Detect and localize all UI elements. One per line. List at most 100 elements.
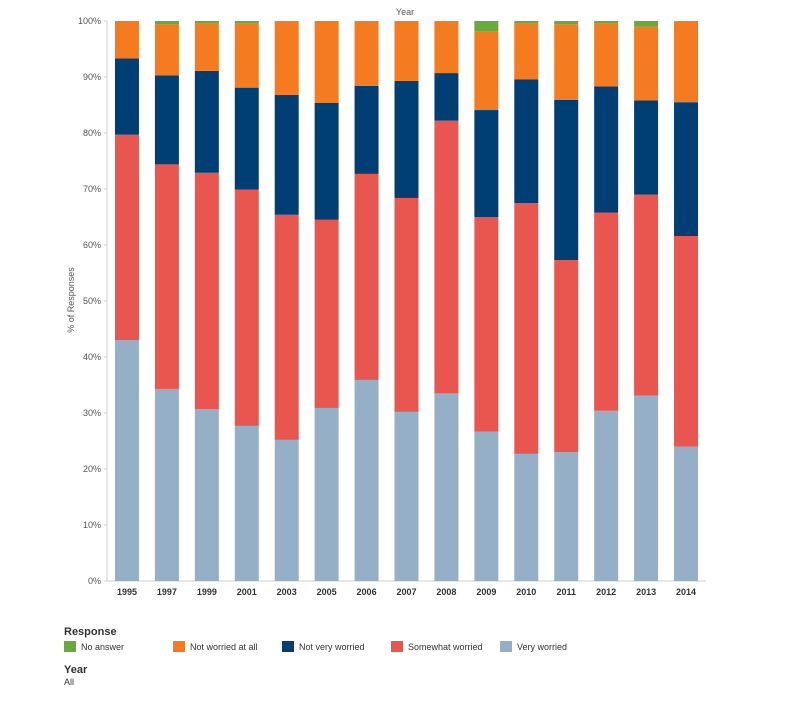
bar-segment-very-worried[interactable] [674,446,699,581]
x-tick-label: 2001 [237,587,257,597]
bar-segment-not-worried-at-all[interactable] [194,23,219,71]
bar-segment-somewhat-worried[interactable] [354,173,379,380]
bar-segment-not-very-worried[interactable] [114,58,139,135]
bar-segment-no-answer[interactable] [154,21,179,25]
bar-segment-not-worried-at-all[interactable] [394,21,419,81]
bar-segment-very-worried[interactable] [194,409,219,581]
bar-segment-very-worried[interactable] [354,379,379,581]
bar-segment-somewhat-worried[interactable] [234,189,259,426]
bar-segment-no-answer[interactable] [594,21,619,24]
bar-segment-not-very-worried[interactable] [514,79,539,203]
bar-segment-not-very-worried[interactable] [434,73,459,121]
x-tick-label: 2003 [277,587,297,597]
bars [114,21,699,581]
year-filter[interactable]: Year All [64,664,87,687]
bar-segment-not-very-worried[interactable] [274,94,299,215]
bar-segment-not-worried-at-all[interactable] [314,21,339,103]
bar-segment-very-worried[interactable] [234,425,259,581]
bar-segment-not-worried-at-all[interactable] [514,23,539,80]
x-tick-label: 2011 [556,587,576,597]
bar-segment-somewhat-worried[interactable] [474,217,499,432]
bar-segment-not-very-worried[interactable] [474,110,499,217]
bar-segment-very-worried[interactable] [434,393,459,581]
legend-label: No answer [81,641,125,652]
legend-item-not-worried-at-all[interactable]: Not worried at all [173,641,282,652]
bar-segment-very-worried[interactable] [514,453,539,581]
bar-segment-very-worried[interactable] [314,407,339,581]
legend-items: No answer Not worried at all Not very wo… [64,641,764,652]
y-tick-label: 0% [88,576,101,586]
bar-segment-no-answer[interactable] [634,21,659,27]
x-axis-ticks: 1995 1997 1999 2001 2003 2005 2006 2007 2008 2009… [117,587,696,597]
legend-item-not-very-worried[interactable]: Not very worried [282,641,391,652]
legend-item-no-answer[interactable]: No answer [64,641,173,652]
bar-segment-somewhat-worried[interactable] [434,120,459,394]
x-tick-label: 2007 [396,587,416,597]
x-tick-label: 2010 [516,587,536,597]
filter-title: Year [64,664,88,676]
bar-segment-somewhat-worried[interactable] [394,197,419,412]
bar-segment-not-worried-at-all[interactable] [634,26,659,101]
bar-segment-not-worried-at-all[interactable] [114,21,139,59]
filter-value[interactable]: All [64,677,75,687]
legend-swatch [391,641,403,652]
top-axis-title: Year [396,7,414,17]
bar-segment-somewhat-worried[interactable] [194,172,219,410]
bar-segment-somewhat-worried[interactable] [634,194,659,396]
bar-segment-not-very-worried[interactable] [554,99,579,261]
bar-segment-not-very-worried[interactable] [634,100,659,195]
bar-segment-not-very-worried[interactable] [154,75,179,165]
bar-segment-very-worried[interactable] [554,452,579,581]
bar-segment-very-worried[interactable] [474,431,499,581]
bar-segment-somewhat-worried[interactable] [674,236,699,447]
bar-segment-not-very-worried[interactable] [314,102,339,220]
bar-segment-somewhat-worried[interactable] [514,203,539,454]
bar-segment-not-very-worried[interactable] [394,80,419,198]
bar-segment-not-worried-at-all[interactable] [154,24,179,76]
bar-segment-not-worried-at-all[interactable] [474,31,499,111]
bar-segment-not-very-worried[interactable] [354,85,379,174]
y-axis-title: % of Responses [66,267,76,333]
bar-segment-not-worried-at-all[interactable] [434,21,459,74]
bar-segment-very-worried[interactable] [274,439,299,581]
bar-segment-very-worried[interactable] [114,340,139,581]
bar-segment-very-worried[interactable] [634,395,659,581]
x-tick-label: 2009 [476,587,496,597]
y-tick-label: 30% [83,408,101,418]
bar-segment-not-very-worried[interactable] [194,70,219,173]
bar-segment-somewhat-worried[interactable] [274,214,299,440]
bar-segment-somewhat-worried[interactable] [314,219,339,408]
bar-segment-somewhat-worried[interactable] [114,134,139,341]
x-tick-label: 2005 [317,587,337,597]
bar-segment-not-very-worried[interactable] [594,86,619,213]
x-tick-label: 2013 [636,587,656,597]
bar-segment-not-very-worried[interactable] [674,102,699,237]
bar-segment-not-very-worried[interactable] [234,87,259,190]
bar-segment-not-worried-at-all[interactable] [234,23,259,88]
bar-segment-not-worried-at-all[interactable] [674,21,699,103]
bar-segment-somewhat-worried[interactable] [154,164,179,389]
bar-segment-no-answer[interactable] [474,21,499,32]
bar-segment-somewhat-worried[interactable] [554,260,579,453]
y-tick-label: 100% [78,16,101,26]
bar-segment-no-answer[interactable] [234,21,259,24]
x-tick-label: 2008 [436,587,456,597]
bar-segment-not-worried-at-all[interactable] [274,21,299,95]
y-tick-label: 40% [83,352,101,362]
bar-segment-no-answer[interactable] [554,21,579,25]
bar-segment-no-answer[interactable] [514,21,539,24]
bar-segment-not-worried-at-all[interactable] [354,21,379,86]
legend-item-somewhat-worried[interactable]: Somewhat worried [391,641,500,652]
bar-segment-somewhat-worried[interactable] [594,212,619,411]
bar-segment-no-answer[interactable] [194,21,219,24]
x-tick-label: 1997 [157,587,177,597]
bar-segment-not-worried-at-all[interactable] [594,23,619,87]
bar-segment-very-worried[interactable] [394,411,419,581]
x-tick-label: 2006 [357,587,377,597]
bar-segment-not-worried-at-all[interactable] [554,24,579,100]
bar-segment-very-worried[interactable] [154,388,179,581]
x-tick-label: 2012 [596,587,616,597]
legend-item-very-worried[interactable]: Very worried [500,641,609,652]
bar-segment-very-worried[interactable] [594,410,619,581]
